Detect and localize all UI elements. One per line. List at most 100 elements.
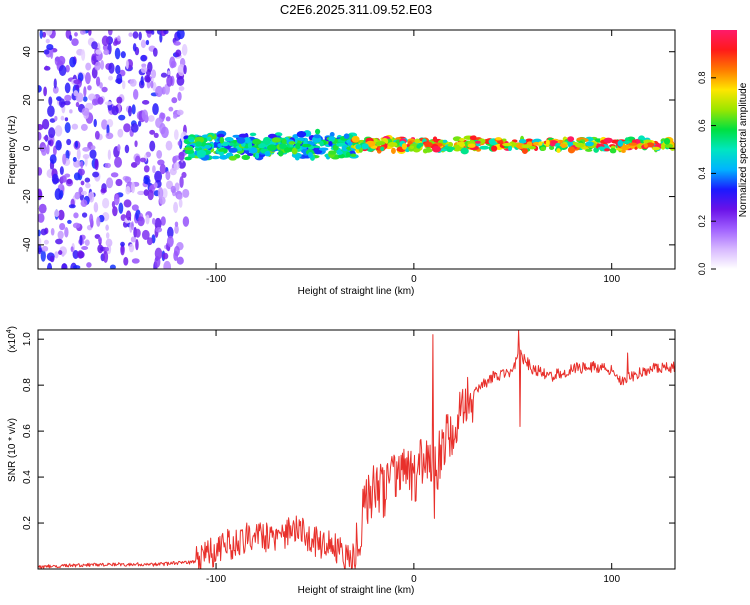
spectrogram-cell: [95, 49, 102, 55]
spectrogram-cell: [350, 153, 357, 157]
spectrogram-cell: [155, 85, 163, 98]
spectrogram-cell: [160, 126, 169, 139]
spectrogram-cell: [194, 136, 205, 144]
spectrogram-cell: [459, 142, 466, 148]
spectrogram-cell: [53, 209, 60, 218]
spectrogram-cell: [70, 246, 74, 253]
spectrogram-cell: [507, 145, 513, 152]
spectrogram-cell: [89, 213, 94, 224]
snr-series-line: [38, 330, 675, 569]
spectrogram-cell: [160, 72, 168, 78]
spectrogram-cell: [140, 39, 147, 49]
spectrogram-cell: [81, 212, 88, 218]
spectrogram-cell: [283, 147, 291, 153]
spectrogram-cell: [146, 237, 153, 246]
spectrogram-cell: [538, 141, 543, 146]
spectrogram-cell: [57, 209, 65, 221]
spectrogram-cell: [83, 86, 87, 97]
spectrogram-cell: [129, 78, 137, 87]
spectrogram-cell: [49, 154, 57, 164]
spectrogram-cell: [491, 145, 498, 152]
colorbar-gradient: [711, 30, 737, 269]
spectrogram-cell: [81, 107, 90, 116]
spectrogram-cell: [228, 147, 238, 153]
spectrogram-cell: [151, 69, 157, 79]
spectrogram-cell: [45, 30, 53, 36]
spectrogram-cell: [173, 41, 181, 46]
spectrogram-cell: [262, 138, 271, 146]
spectrogram-cell: [60, 175, 67, 183]
spectrogram-cell: [281, 138, 287, 144]
spectrogram-cell: [174, 224, 179, 234]
colorbar-ticks: 0.0 0.2 0.4 0.6 0.8: [697, 72, 716, 275]
spectrogram-cell: [603, 137, 613, 143]
spectrogram-cell: [161, 188, 168, 199]
spectrogram-cell: [120, 241, 125, 247]
spectrogram-cell: [64, 82, 71, 94]
spectrogram-cell: [105, 224, 109, 231]
spectrogram-cell: [176, 109, 184, 116]
spectrogram-cell: [62, 153, 67, 165]
spectrogram-cell: [40, 249, 46, 262]
spectrogram-cell: [294, 155, 300, 161]
spectrogram-cell: [151, 217, 156, 225]
spectrogram-cell: [224, 137, 234, 142]
spectrogram-cell: [181, 44, 188, 56]
spectrogram-cell: [176, 256, 184, 265]
spectrogram-frame: [37, 29, 676, 270]
y-tick-label: 1.0: [22, 332, 33, 346]
spectrogram-cell: [175, 49, 182, 57]
snr-x-ticks: -100 0 100: [206, 330, 620, 585]
spectrogram-cell: [66, 178, 73, 185]
snr-x-label: Height of straight line (km): [298, 585, 415, 596]
spectrogram-cell: [518, 138, 527, 144]
spectrogram-cell: [178, 86, 185, 91]
spectrogram-cell: [115, 178, 123, 187]
spectrogram-cell: [53, 78, 57, 89]
spectrogram-cell: [145, 214, 150, 225]
spectrogram-cell: [100, 188, 107, 194]
spectrogram-cell: [328, 140, 333, 147]
y-tick-label: 0.4: [22, 470, 33, 484]
spectrogram-cell: [149, 140, 156, 152]
spectrogram-cell: [94, 130, 100, 140]
spectrogram-cell: [319, 140, 324, 147]
spectrogram-cell: [145, 151, 152, 158]
spectrogram-cell: [249, 132, 257, 137]
spectrogram-cell: [125, 59, 129, 70]
spectrogram-cell: [101, 86, 108, 93]
spectrogram-cell: [75, 84, 80, 90]
spectrogram-cell: [69, 34, 73, 41]
spectrogram-cell: [165, 116, 171, 122]
spectrogram-cell: [55, 139, 62, 151]
spectrogram-cell: [549, 145, 555, 151]
spectrogram-cell: [540, 146, 547, 151]
spectrogram-cell: [104, 101, 113, 106]
spectrogram-cell: [206, 136, 212, 141]
spectrogram-cell: [195, 141, 202, 147]
snr-multiplier-open: (x10: [7, 333, 18, 353]
spectrogram-cell: [264, 150, 271, 157]
spectrogram-cell: [238, 133, 248, 138]
snr-panel: -100 0 100 0.2 0.4 0.6 0.8 1.0 Height of strai…: [6, 326, 676, 596]
spectrogram-cell: [42, 118, 50, 130]
spectrogram-cell: [75, 92, 84, 103]
spectrogram-cell: [73, 79, 82, 85]
spectrogram-cell: [79, 30, 86, 35]
spectrogram-cell: [179, 176, 184, 188]
spectrogram-cell: [177, 91, 182, 101]
spectrogram-cell: [609, 147, 617, 154]
spectrogram-cell: [134, 228, 141, 238]
spectrogram-cell: [91, 41, 98, 50]
spectrogram-cell: [380, 146, 385, 151]
spectrogram-cell: [64, 226, 69, 238]
y-tick-label: 40: [22, 46, 33, 58]
spectrogram-cell: [315, 128, 321, 135]
spectrogram-cell: [75, 101, 80, 108]
spectrogram-cell: [149, 129, 156, 135]
y-tick-label: 0.2: [22, 516, 33, 530]
spectrogram-cell: [147, 115, 155, 122]
spectrogram-cell: [40, 145, 48, 156]
spectrogram-cell: [474, 140, 481, 144]
spectrogram-cell: [105, 132, 114, 140]
